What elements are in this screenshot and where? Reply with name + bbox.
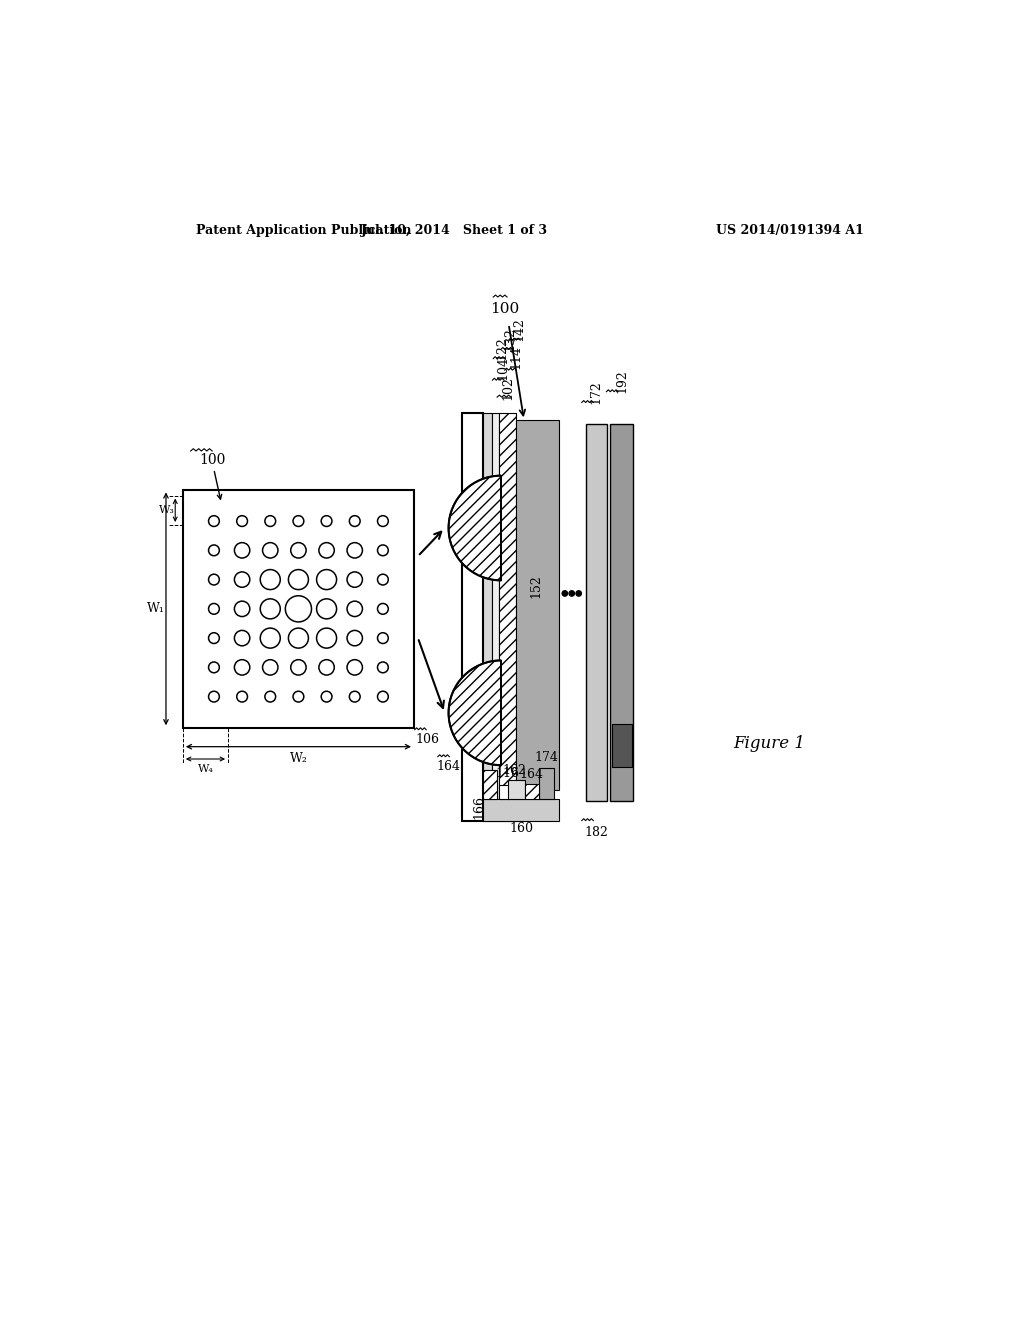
Circle shape bbox=[562, 591, 567, 597]
Text: W₄: W₄ bbox=[198, 764, 213, 774]
Circle shape bbox=[577, 591, 582, 597]
Text: W₃: W₃ bbox=[159, 506, 175, 515]
Bar bbox=[611, 725, 632, 767]
Text: Figure 1: Figure 1 bbox=[733, 735, 806, 752]
Circle shape bbox=[569, 591, 574, 597]
Text: 166: 166 bbox=[473, 795, 485, 818]
Bar bbox=[183, 490, 414, 729]
Bar bbox=[524, 784, 539, 799]
Bar bbox=[586, 424, 607, 801]
Text: 160: 160 bbox=[509, 822, 532, 834]
Text: Jul. 10, 2014   Sheet 1 of 3: Jul. 10, 2014 Sheet 1 of 3 bbox=[360, 223, 548, 236]
Bar bbox=[500, 413, 516, 821]
Text: 102: 102 bbox=[502, 376, 514, 400]
Polygon shape bbox=[449, 660, 501, 766]
Text: 106: 106 bbox=[416, 733, 439, 746]
Bar bbox=[539, 768, 554, 799]
Text: Patent Application Publication: Patent Application Publication bbox=[196, 223, 412, 236]
Text: US 2014/0191394 A1: US 2014/0191394 A1 bbox=[716, 223, 863, 236]
Polygon shape bbox=[449, 475, 501, 581]
Bar bbox=[499, 785, 509, 799]
Polygon shape bbox=[449, 475, 501, 581]
Text: 104: 104 bbox=[496, 356, 509, 380]
Bar bbox=[483, 413, 492, 821]
Text: 192: 192 bbox=[615, 370, 629, 393]
Bar bbox=[492, 413, 500, 821]
Text: 114: 114 bbox=[509, 345, 522, 370]
Text: 100: 100 bbox=[490, 301, 519, 315]
Text: 172: 172 bbox=[590, 380, 603, 404]
Text: 164: 164 bbox=[520, 768, 544, 781]
Text: 100: 100 bbox=[199, 453, 225, 467]
Text: W₁: W₁ bbox=[147, 602, 165, 615]
Bar bbox=[610, 424, 634, 801]
Bar bbox=[483, 770, 497, 799]
Text: 116: 116 bbox=[496, 767, 520, 780]
Text: 182: 182 bbox=[585, 825, 608, 838]
Text: 162: 162 bbox=[503, 764, 526, 777]
Text: 122: 122 bbox=[496, 337, 508, 359]
Bar bbox=[483, 799, 559, 821]
Bar bbox=[462, 413, 483, 821]
Bar bbox=[508, 780, 525, 799]
Text: 164: 164 bbox=[436, 760, 461, 774]
Text: W₂: W₂ bbox=[290, 751, 307, 764]
Text: 132: 132 bbox=[504, 326, 517, 351]
Polygon shape bbox=[449, 660, 501, 766]
Text: 174: 174 bbox=[535, 751, 558, 764]
Text: 152: 152 bbox=[529, 574, 543, 598]
Bar bbox=[516, 420, 559, 789]
Text: 142: 142 bbox=[512, 317, 525, 342]
